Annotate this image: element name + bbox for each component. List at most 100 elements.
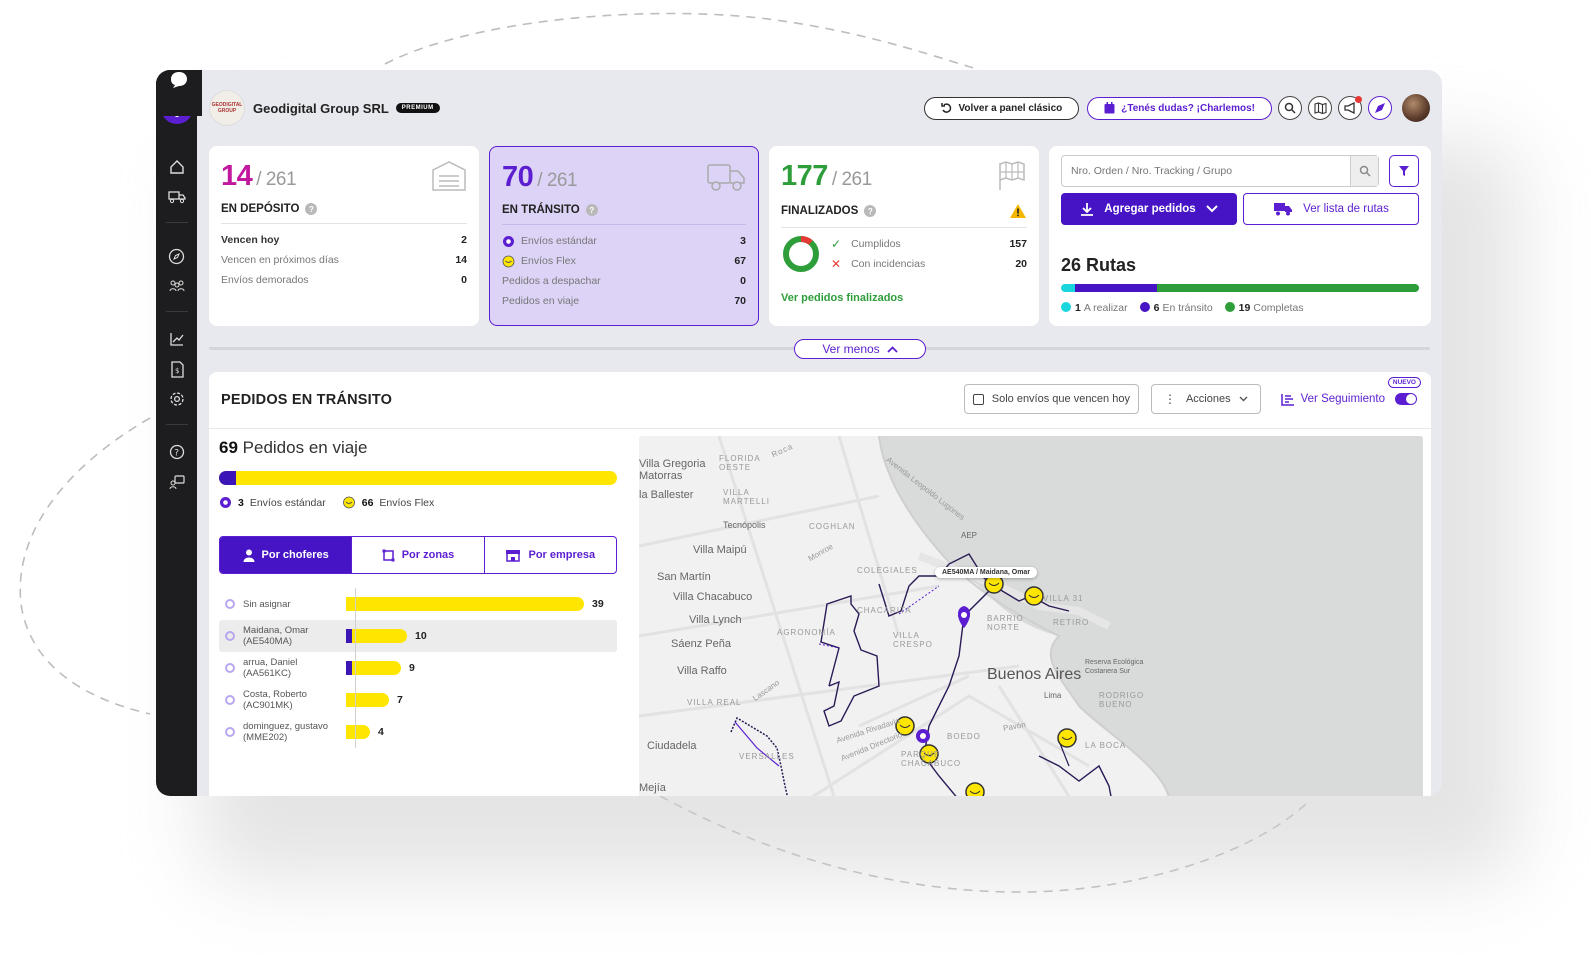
navigation-icon[interactable]: [1368, 96, 1392, 120]
card-finalizados[interactable]: 177/ 261 FINALIZADOS? ✓ Cumplidos 157 ✕ Con…: [769, 146, 1039, 326]
flex-marker[interactable]: [984, 574, 1004, 594]
flex-marker[interactable]: [919, 744, 939, 764]
download-icon: [1081, 203, 1094, 216]
search-icon[interactable]: [1278, 96, 1302, 120]
finalizados-row: ✕ Con incidencias 20: [831, 257, 1027, 271]
map-icon[interactable]: [1308, 96, 1332, 120]
filter-icon: [1399, 166, 1409, 176]
invoice-icon[interactable]: $: [166, 358, 188, 380]
drivers-bar-list: Sin asignar 39 Maidana, Omar (AE540MA) 10 ar…: [219, 588, 617, 748]
map-small-label: CHACARITA: [857, 606, 912, 615]
routes-list-button[interactable]: Ver lista de rutas: [1243, 193, 1419, 225]
premium-badge: PREMIUM: [395, 103, 440, 113]
x-icon: ✕: [831, 257, 842, 271]
completion-donut: [783, 236, 819, 272]
user-avatar[interactable]: [1402, 94, 1430, 122]
chat-help-button[interactable]: ¿Tenés dudas? ¡Charlemos!: [1087, 96, 1272, 120]
team-icon[interactable]: [166, 275, 188, 297]
routes-list-label: Ver lista de rutas: [1303, 203, 1389, 215]
settings-icon[interactable]: [166, 388, 188, 410]
map-label: AEP: [961, 531, 978, 540]
classic-panel-button[interactable]: Volver a panel clásico: [923, 96, 1080, 120]
tab-por-choferes[interactable]: Por choferes: [220, 537, 353, 573]
actions-dropdown[interactable]: ⋮ Acciones: [1150, 384, 1261, 414]
chat-bubble-button[interactable]: [156, 70, 202, 116]
map-small-label: VILLA 31: [1043, 594, 1084, 603]
flex-marker[interactable]: [965, 782, 985, 796]
search-icon: [1359, 165, 1371, 177]
chat-help-label: ¿Tenés dudas? ¡Charlemos!: [1121, 102, 1255, 114]
standard-marker[interactable]: [916, 729, 930, 743]
search-input[interactable]: [1062, 165, 1350, 177]
deposito-row: Vencen hoy 2: [221, 234, 467, 246]
ver-finalizados-link[interactable]: Ver pedidos finalizados: [781, 292, 904, 304]
driver-row[interactable]: arrua, Daniel (AA561KC) 9: [219, 652, 617, 684]
driver-icon: [243, 549, 255, 562]
tracking-toggle[interactable]: Ver Seguimiento NUEVO: [1280, 376, 1421, 406]
check-icon: ✓: [831, 237, 842, 251]
top-bar: GEODIGITAL GROUP Geodigital Group SRL PR…: [209, 88, 1430, 128]
driver-row[interactable]: Maidana, Omar (AE540MA) 10: [219, 620, 617, 652]
ver-menos-button[interactable]: Ver menos: [794, 339, 926, 359]
add-orders-button[interactable]: Agregar pedidos: [1061, 193, 1237, 225]
map-label: San Martín: [657, 571, 711, 583]
finalizados-row: ✓ Cumplidos 157: [831, 237, 1027, 251]
map-small-label: COGHLAN: [809, 522, 856, 531]
map-label: Sáenz Peña: [671, 638, 731, 650]
home-icon[interactable]: [166, 156, 188, 178]
card-deposito[interactable]: 14/ 261 EN DEPÓSITO? Vencen hoy 2 Vencen …: [209, 146, 479, 326]
compass-icon[interactable]: [166, 245, 188, 267]
bar-axis: [355, 684, 356, 716]
bar-axis: [355, 652, 356, 684]
truck-icon[interactable]: [166, 186, 188, 208]
driver-pin-icon: [225, 631, 235, 641]
search-button[interactable]: [1350, 156, 1378, 186]
transito-row: Pedidos a despachar 0: [502, 275, 746, 287]
routes-segment-pending: [1061, 284, 1075, 292]
flex-pin-icon: [342, 496, 355, 509]
driver-row[interactable]: Costa, Roberto (AC901MK) 7: [219, 684, 617, 716]
driver-value: 39: [592, 598, 604, 610]
tracking-label: Ver Seguimiento: [1300, 393, 1385, 405]
map-label: Ciudadela: [647, 740, 697, 752]
driver-row[interactable]: dominguez, gustavo (MME202) 4: [219, 716, 617, 748]
support-icon[interactable]: [166, 471, 188, 493]
app-window: $ ? GEODIGITAL GROUP Geodigital Group SR…: [156, 70, 1442, 796]
driver-row[interactable]: Sin asignar 39: [219, 588, 617, 620]
checkbox[interactable]: [972, 393, 984, 405]
flex-marker[interactable]: [1057, 728, 1077, 748]
driver-bar: [346, 629, 407, 643]
driver-name: Maidana, Omar (AE540MA): [243, 625, 309, 647]
standard-pin-icon: [220, 497, 231, 508]
help-icon[interactable]: ?: [166, 441, 188, 463]
filter-button[interactable]: [1389, 155, 1419, 187]
flex-marker[interactable]: [895, 716, 915, 736]
help-icon[interactable]: ?: [305, 203, 318, 215]
sidebar: $ ?: [156, 70, 197, 796]
map-label: Mejía: [639, 782, 666, 794]
flex-marker[interactable]: [1024, 586, 1044, 606]
due-today-filter[interactable]: Solo envíos que vencen hoy: [963, 384, 1139, 414]
standard-marker[interactable]: [957, 606, 971, 628]
tab-por-empresa[interactable]: Por empresa: [485, 537, 616, 573]
map-small-label: PARQUE CHACABUCO: [901, 750, 962, 768]
tracking-map[interactable]: AE540MA / Maidana, Omar Villa Gregoria M…: [639, 436, 1423, 796]
map-canvas: [639, 436, 1423, 796]
card-transito[interactable]: 70/ 261 EN TRÁNSITO? Envíos estándar 3 En…: [489, 146, 759, 326]
chart-icon[interactable]: [166, 328, 188, 350]
svg-text:?: ?: [174, 449, 179, 459]
megaphone-icon[interactable]: [1338, 96, 1362, 120]
ver-menos-label: Ver menos: [822, 342, 880, 356]
driver-pin-icon: [225, 727, 235, 737]
help-icon[interactable]: ?: [864, 205, 877, 217]
help-icon[interactable]: ?: [585, 204, 598, 216]
tab-por-zonas[interactable]: Por zonas: [352, 537, 485, 573]
tracking-list-icon: [1280, 393, 1294, 406]
map-label: Villa Chacabuco: [673, 591, 753, 603]
deposito-title: EN DEPÓSITO: [221, 203, 300, 215]
warning-icon[interactable]: [1009, 203, 1027, 219]
map-small-label: VERSALLES: [739, 752, 795, 761]
tracking-switch[interactable]: [1395, 393, 1417, 405]
